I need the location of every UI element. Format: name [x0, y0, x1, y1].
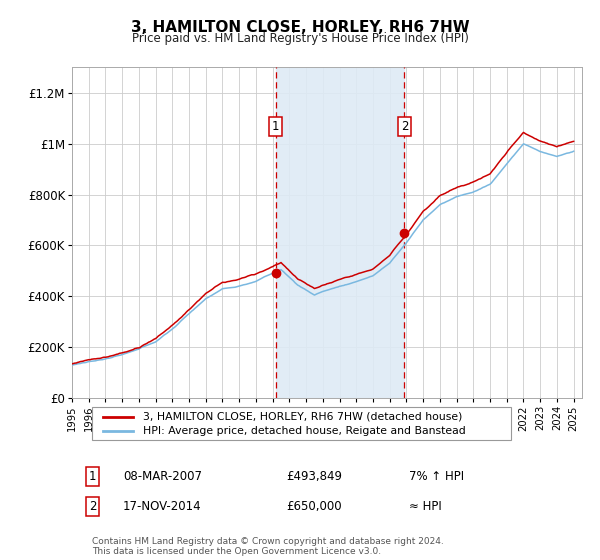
Text: 7% ↑ HPI: 7% ↑ HPI: [409, 470, 464, 483]
Text: 2: 2: [401, 120, 408, 133]
Bar: [275, 67, 404, 398]
Text: HPI: Average price, detached house, Reigate and Banstead: HPI: Average price, detached house, Reig…: [143, 426, 466, 436]
Text: 3, HAMILTON CLOSE, HORLEY, RH6 7HW (detached house): 3, HAMILTON CLOSE, HORLEY, RH6 7HW (deta…: [143, 412, 463, 422]
Text: 17-NOV-2014: 17-NOV-2014: [123, 500, 202, 513]
Text: 1: 1: [272, 120, 280, 133]
Text: 2: 2: [89, 500, 96, 513]
FancyBboxPatch shape: [92, 407, 511, 441]
Text: ≈ HPI: ≈ HPI: [409, 500, 442, 513]
Text: 3, HAMILTON CLOSE, HORLEY, RH6 7HW: 3, HAMILTON CLOSE, HORLEY, RH6 7HW: [131, 20, 469, 35]
Text: 1: 1: [89, 470, 96, 483]
Text: 08-MAR-2007: 08-MAR-2007: [123, 470, 202, 483]
Text: £493,849: £493,849: [286, 470, 342, 483]
Text: £650,000: £650,000: [286, 500, 342, 513]
Text: Contains HM Land Registry data © Crown copyright and database right 2024.
This d: Contains HM Land Registry data © Crown c…: [92, 537, 444, 556]
Text: Price paid vs. HM Land Registry's House Price Index (HPI): Price paid vs. HM Land Registry's House …: [131, 32, 469, 45]
